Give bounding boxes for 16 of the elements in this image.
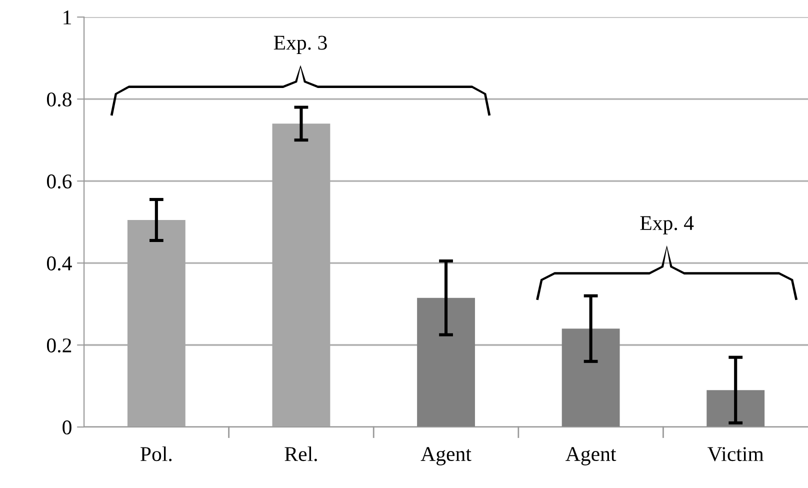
x-tick-label: Pol. <box>140 446 172 462</box>
x-tick-label: Rel. <box>284 446 317 462</box>
bar <box>562 328 620 427</box>
y-tick-label: 0.4 <box>46 256 72 271</box>
y-tick-label: 1 <box>64 10 71 24</box>
bar <box>706 390 765 427</box>
x-tick-label: Agent <box>420 447 472 466</box>
x-tick-label: Agent <box>566 447 616 466</box>
y-tick-label: 0.2 <box>46 338 72 353</box>
x-tick-label: Victim <box>708 447 764 462</box>
annotation: Exp. 3 <box>274 36 327 54</box>
bar <box>417 298 475 427</box>
y-tick-label: 0 <box>62 420 72 434</box>
y-tick-label: 0.8 <box>46 92 72 107</box>
y-tick-label: 0.6 <box>46 174 72 189</box>
annotation: Exp. 4 <box>640 216 694 234</box>
